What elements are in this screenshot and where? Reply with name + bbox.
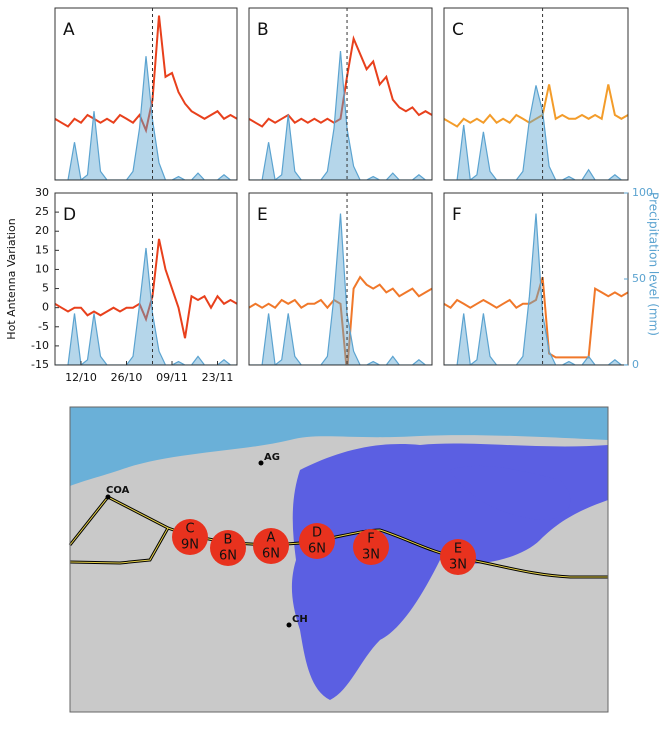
map: COA AG CH C 9N B 6N A 6N D 6N F 3N xyxy=(68,406,609,713)
antenna-line xyxy=(249,35,432,128)
panel xyxy=(249,35,432,180)
antenna-line xyxy=(249,275,432,365)
precipitation-area xyxy=(55,247,237,365)
x-tick-label: 09/11 xyxy=(156,371,188,384)
y-tick-label: 0 xyxy=(42,301,49,314)
panel-frame xyxy=(248,192,433,366)
panel xyxy=(55,238,237,365)
panel xyxy=(444,84,628,180)
site-marker xyxy=(299,523,335,559)
road xyxy=(69,496,169,564)
place-dot xyxy=(286,622,292,628)
panel-frame xyxy=(443,7,629,181)
antenna-line xyxy=(55,15,237,134)
precipitation-area xyxy=(249,213,432,365)
panel-title: F xyxy=(452,205,462,225)
site-name: E xyxy=(454,542,462,557)
place-label: COA xyxy=(106,485,130,496)
panel-frame xyxy=(54,192,238,366)
place-label: AG xyxy=(264,452,280,463)
site-marker xyxy=(253,528,289,564)
site: A 6N xyxy=(253,528,289,564)
site-force: 6N xyxy=(262,547,280,562)
panel-title: D xyxy=(63,205,76,225)
precipitation-area xyxy=(55,56,237,180)
precipitation-area xyxy=(444,85,628,180)
map-frame xyxy=(69,406,609,713)
panel-title: E xyxy=(257,205,268,225)
site-force: 9N xyxy=(181,538,199,553)
lagoon-part xyxy=(450,465,571,520)
y-tick-label: 5 xyxy=(42,282,49,295)
site-marker xyxy=(353,529,389,565)
site-marker xyxy=(210,530,246,566)
site: C 9N xyxy=(172,519,208,555)
sea xyxy=(70,407,608,486)
site: B 6N xyxy=(210,530,246,566)
panel-frame xyxy=(54,7,238,181)
panel xyxy=(55,15,237,180)
y-tick-label: 15 xyxy=(35,243,49,256)
site-force: 6N xyxy=(308,542,326,557)
site-force: 3N xyxy=(362,548,380,563)
site-force: 3N xyxy=(449,558,467,573)
charts: A B C D -15 -10 -5 0 5 10 15 20 25 30 12/10 26/10 09/11 2… xyxy=(5,7,661,384)
panel-title: C xyxy=(452,20,464,40)
site-marker xyxy=(172,519,208,555)
y2-tick-label: 100 xyxy=(632,186,653,199)
precipitation-area xyxy=(444,213,628,365)
y-tick-label: 20 xyxy=(35,224,49,237)
y-axis-label: Hot Antenna Variation xyxy=(5,218,18,339)
panel-title: B xyxy=(257,20,269,40)
y2-axis-label: Precipitation level (mm) xyxy=(647,192,661,336)
panel-frame xyxy=(248,7,433,181)
place-dot xyxy=(258,460,264,466)
y-tick-label: 30 xyxy=(35,186,49,199)
y-tick-label: -10 xyxy=(31,339,49,352)
y-tick-label: -5 xyxy=(38,320,49,333)
place-dot xyxy=(105,494,111,500)
site-name: D xyxy=(312,526,322,541)
x-tick-label: 12/10 xyxy=(65,371,97,384)
site: F 3N xyxy=(353,529,389,565)
site-name: C xyxy=(185,522,194,537)
place-label: CH xyxy=(292,614,308,625)
y-tick-label: 25 xyxy=(35,205,49,218)
antenna-line xyxy=(444,84,628,128)
y2-tick-label: 50 xyxy=(632,272,646,285)
antenna-line xyxy=(444,276,628,359)
road xyxy=(167,527,608,578)
antenna-line xyxy=(55,238,237,339)
precipitation-area xyxy=(249,50,432,180)
site: E 3N xyxy=(440,539,476,575)
site-marker xyxy=(440,539,476,575)
site: D 6N xyxy=(299,523,335,559)
site-name: A xyxy=(267,531,276,546)
y2-tick-label: 0 xyxy=(632,358,639,371)
x-tick-label: 26/10 xyxy=(111,371,143,384)
panel-title: A xyxy=(63,20,75,40)
panel xyxy=(444,213,628,365)
y-tick-label: 10 xyxy=(35,262,49,275)
site-force: 6N xyxy=(219,549,237,564)
site-name: F xyxy=(367,532,374,547)
site-name: B xyxy=(224,533,233,548)
panel xyxy=(249,213,432,365)
y-tick-label: -15 xyxy=(31,358,49,371)
x-tick-label: 23/11 xyxy=(202,371,234,384)
